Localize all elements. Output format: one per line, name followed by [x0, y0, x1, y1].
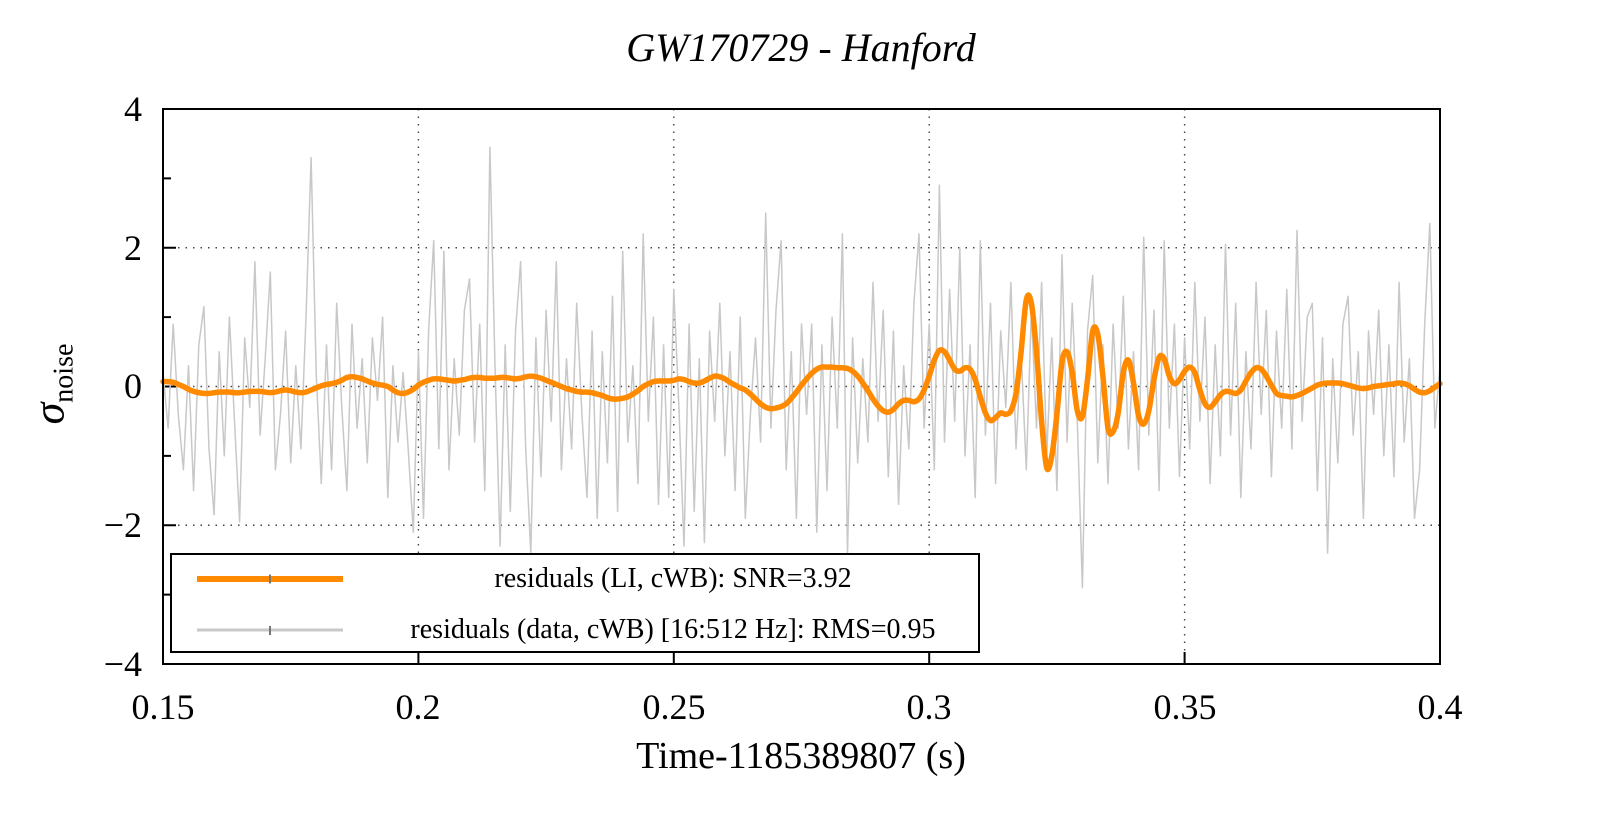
legend-sample-line-signal [197, 574, 343, 584]
legend-box: residuals (LI, cWB): SNR=3.92 residuals … [170, 553, 980, 653]
x-tick-label-2: 0.25 [642, 687, 706, 727]
legend-sample-tick-icon [269, 625, 271, 635]
x-axis-label: Time-1185389807 (s) [636, 735, 966, 777]
x-tick-label-4: 0.35 [1153, 687, 1217, 727]
legend-entry-signal: residuals (LI, cWB): SNR=3.92 [172, 561, 978, 597]
y-tick-label-0: 4 [124, 89, 142, 129]
y-tick-label-4: −4 [103, 644, 142, 684]
legend-entry-noise: residuals (data, cWB) [16:512 Hz]: RMS=0… [172, 612, 978, 648]
x-tick-label-5: 0.4 [1417, 687, 1463, 727]
plot-frame [162, 108, 1441, 665]
y-tick-label-3: −2 [103, 505, 142, 545]
plot-border [162, 108, 1441, 665]
chart-title: GW170729 - Hanford [626, 25, 976, 70]
y-tick-label-1: 2 [124, 228, 142, 268]
legend-label-noise: residuals (data, cWB) [16:512 Hz]: RMS=0… [410, 614, 936, 645]
data-series [160, 146, 1443, 589]
y-tick-label-2: 0 [124, 366, 142, 406]
x-tick-label-3: 0.3 [906, 687, 952, 727]
series-path-0 [160, 292, 1443, 473]
legend-sample-tick-icon [269, 574, 271, 584]
series-path-1 [162, 146, 1441, 589]
legend-label-signal: residuals (LI, cWB): SNR=3.92 [494, 563, 852, 594]
x-tick-label-1: 0.2 [395, 687, 441, 727]
x-tick-label-0: 0.15 [131, 687, 195, 727]
legend-sample-line-noise [197, 625, 343, 635]
